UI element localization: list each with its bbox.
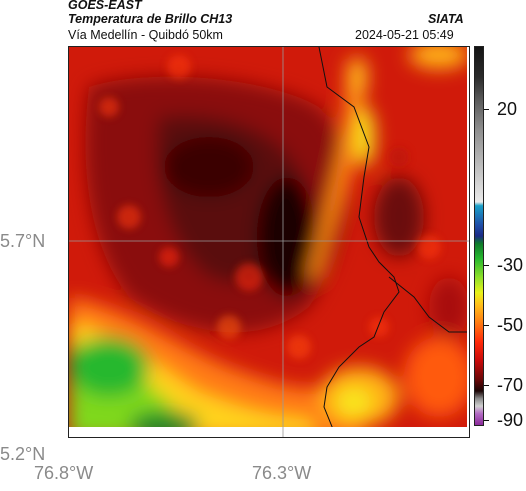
product-title: Temperatura de Brillo CH13 (68, 12, 233, 26)
datetime-label: 2024-05-21 05:49 (355, 28, 454, 42)
colorbar-tick (484, 265, 489, 266)
colorbar-tick (484, 385, 489, 386)
colorbar-tick-label: -30 (497, 255, 524, 275)
colorbar-tick (484, 109, 489, 110)
lon-label-center: 76.3°W (252, 463, 312, 483)
lon-label-left: 76.8°W (34, 463, 94, 483)
colorbar-tick (484, 420, 489, 421)
map-raster (69, 47, 469, 437)
lat-label-top: 5.7°N (0, 231, 46, 251)
colorbar-tick (484, 325, 489, 326)
agency-label: SIATA (428, 12, 464, 26)
colorbar (474, 46, 484, 426)
border-line (318, 47, 400, 437)
colorbar-tick-label: -90 (497, 410, 524, 430)
colorbar-tick-label: 20 (497, 99, 518, 119)
brightness-temperature-map[interactable] (68, 46, 470, 438)
region-subtitle: Vía Medellín - Quibdó 50km (68, 28, 223, 42)
lat-label-bottom: 5.2°N (0, 444, 46, 464)
colorbar-tick-label: -50 (497, 315, 524, 335)
colorbar-tick-label: -70 (497, 375, 524, 395)
satellite-title: GOES-EAST (68, 0, 142, 12)
